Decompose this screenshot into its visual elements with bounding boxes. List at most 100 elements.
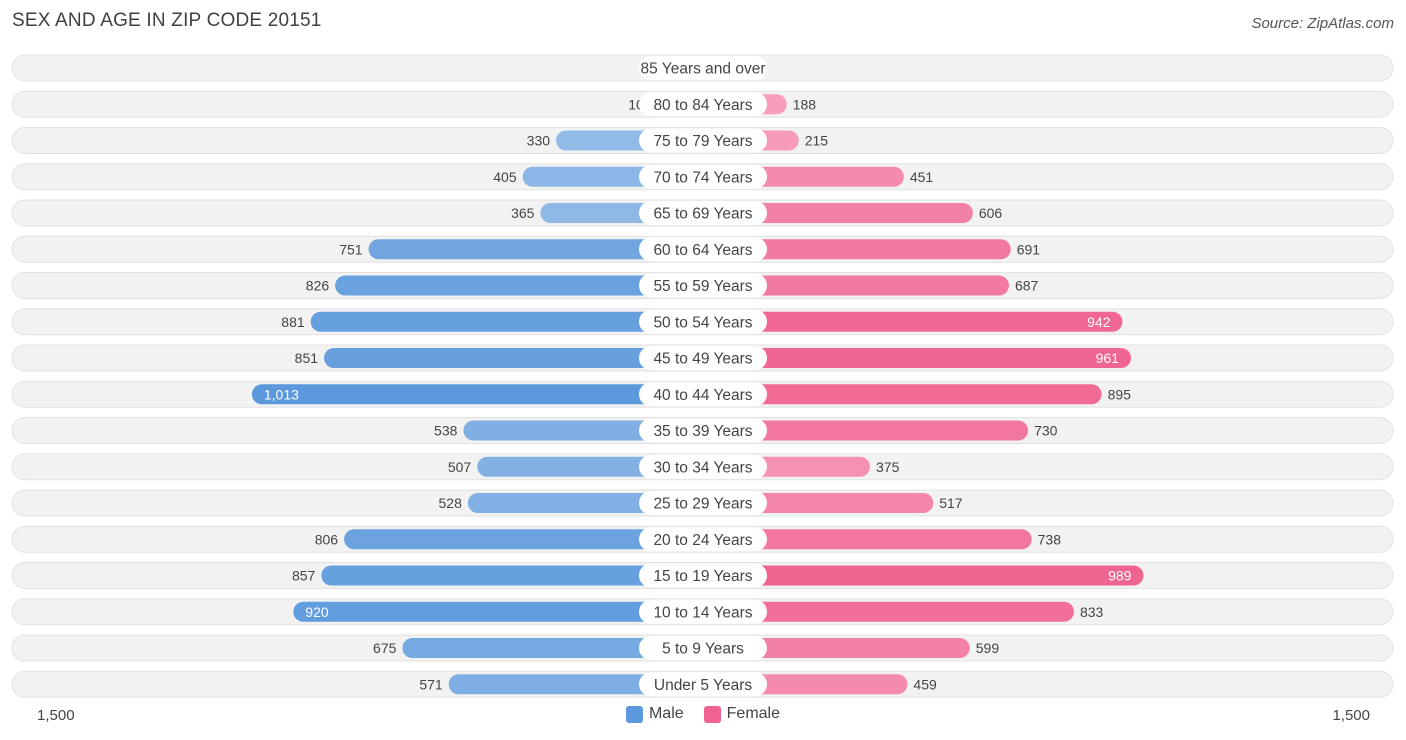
category-label-background bbox=[639, 599, 767, 624]
male-value-label: 751 bbox=[339, 241, 363, 257]
chart-row: 538 730 35 to 39 Years bbox=[11, 417, 1394, 444]
male-swatch bbox=[625, 705, 643, 723]
female-bar bbox=[691, 275, 1009, 296]
chart-row: 851 961 45 to 49 Years bbox=[11, 344, 1394, 372]
legend-male-label: Male bbox=[648, 705, 684, 722]
category-label-background bbox=[639, 636, 767, 660]
category-label-background bbox=[639, 527, 767, 552]
category-label-background bbox=[639, 128, 767, 153]
chart-row: 571 459 Under 5 Years bbox=[11, 670, 1394, 698]
female-bar bbox=[691, 311, 1123, 332]
male-value-label: 571 bbox=[419, 676, 443, 692]
category-label-background bbox=[639, 563, 767, 588]
male-bar bbox=[321, 565, 715, 586]
male-value-label: 806 bbox=[315, 531, 339, 547]
female-value-label: 738 bbox=[1038, 531, 1062, 547]
chart-row: 405 451 70 to 74 Years bbox=[11, 163, 1394, 191]
category-label: 85 Years and over bbox=[641, 61, 766, 78]
category-label: 5 to 9 Years bbox=[662, 641, 744, 658]
female-value-label: 517 bbox=[939, 495, 963, 511]
category-label-background bbox=[639, 491, 767, 515]
female-bar bbox=[691, 384, 1102, 405]
female-value-label: 961 bbox=[1096, 350, 1120, 366]
female-bar bbox=[691, 420, 1029, 441]
male-bar bbox=[402, 638, 715, 658]
category-label: 65 to 69 Years bbox=[653, 206, 752, 223]
category-label: 40 to 44 Years bbox=[653, 387, 752, 404]
chart-row: 806 738 20 to 24 Years bbox=[11, 525, 1394, 553]
category-label-background bbox=[639, 309, 767, 334]
male-value-label: 826 bbox=[306, 278, 330, 294]
male-bar bbox=[310, 311, 715, 332]
category-label-background bbox=[639, 201, 767, 225]
category-label: 75 to 79 Years bbox=[653, 133, 752, 150]
category-label-background bbox=[639, 92, 767, 117]
axis-right-label: 1,500 bbox=[1332, 707, 1370, 724]
male-value-label: 330 bbox=[527, 133, 551, 149]
chart-row: 365 606 65 to 69 Years bbox=[11, 199, 1394, 227]
chart-row: 675 599 5 to 9 Years bbox=[11, 634, 1394, 662]
category-label: 10 to 14 Years bbox=[653, 604, 752, 621]
chart-row: 395285 Years and over bbox=[11, 54, 1394, 82]
female-value-label: 895 bbox=[1108, 386, 1132, 402]
legend-item-female[interactable]: Female bbox=[703, 705, 781, 723]
category-label: 45 to 49 Years bbox=[653, 351, 752, 368]
chart-row: 857 989 15 to 19 Years bbox=[11, 562, 1394, 589]
category-label: 80 to 84 Years bbox=[653, 97, 752, 114]
chart-title: SEX AND AGE IN ZIP CODE 20151 bbox=[12, 10, 322, 31]
category-label: 50 to 54 Years bbox=[653, 314, 752, 331]
female-value-label: 691 bbox=[1017, 241, 1041, 257]
male-value-label: 920 bbox=[305, 604, 329, 620]
category-label-background bbox=[639, 418, 767, 443]
source-label: Source: ZipAtlas.com bbox=[1251, 15, 1394, 32]
male-value-label: 365 bbox=[511, 205, 535, 221]
female-value-label: 833 bbox=[1080, 604, 1104, 620]
male-value-label: 1,013 bbox=[264, 386, 299, 402]
category-label-background bbox=[639, 56, 767, 80]
male-value-label: 538 bbox=[434, 423, 458, 439]
legend: Male Female bbox=[0, 705, 1406, 723]
category-label: 55 to 59 Years bbox=[653, 278, 752, 295]
female-bar bbox=[691, 348, 1131, 368]
category-label: 60 to 64 Years bbox=[653, 242, 752, 259]
female-value-label: 730 bbox=[1034, 423, 1058, 439]
male-bar bbox=[335, 275, 715, 296]
male-value-label: 857 bbox=[292, 568, 316, 584]
female-bar bbox=[691, 565, 1144, 586]
female-value-label: 989 bbox=[1108, 568, 1132, 584]
category-label: 70 to 74 Years bbox=[653, 169, 752, 186]
axis-left-label: 1,500 bbox=[37, 707, 75, 724]
male-bar bbox=[344, 529, 715, 550]
chart-row: 528 517 25 to 29 Years bbox=[11, 489, 1394, 517]
male-value-label: 528 bbox=[439, 495, 463, 511]
category-label-background bbox=[639, 454, 767, 479]
female-value-label: 188 bbox=[793, 96, 817, 112]
category-label-background bbox=[639, 382, 767, 407]
female-value-label: 451 bbox=[910, 169, 934, 185]
chart-row: 881 942 50 to 54 Years bbox=[11, 308, 1394, 336]
female-bar bbox=[691, 529, 1032, 550]
category-label: 25 to 29 Years bbox=[653, 496, 752, 513]
male-value-label: 405 bbox=[493, 169, 517, 185]
male-value-label: 881 bbox=[281, 314, 305, 330]
female-value-label: 687 bbox=[1015, 278, 1039, 294]
chart-row: 10218880 to 84 Years bbox=[11, 90, 1394, 118]
chart-row: 826 687 55 to 59 Years bbox=[11, 272, 1394, 299]
female-value-label: 375 bbox=[876, 459, 900, 475]
female-swatch bbox=[703, 705, 721, 723]
chart-row: 751 691 60 to 64 Years bbox=[11, 235, 1394, 263]
category-label: 20 to 24 Years bbox=[653, 532, 752, 549]
legend-female-label: Female bbox=[726, 705, 781, 722]
female-value-label: 606 bbox=[979, 205, 1003, 221]
male-value-label: 507 bbox=[448, 459, 472, 475]
legend-item-male[interactable]: Male bbox=[625, 705, 684, 723]
chart-row: 330 215 75 to 79 Years bbox=[11, 127, 1394, 154]
male-bar bbox=[293, 601, 715, 622]
female-value-label: 942 bbox=[1087, 314, 1111, 330]
male-bar bbox=[324, 348, 715, 368]
male-bar bbox=[251, 384, 716, 405]
category-label-background bbox=[639, 273, 767, 298]
female-value-label: 599 bbox=[976, 640, 1000, 656]
category-label-background bbox=[639, 672, 767, 697]
